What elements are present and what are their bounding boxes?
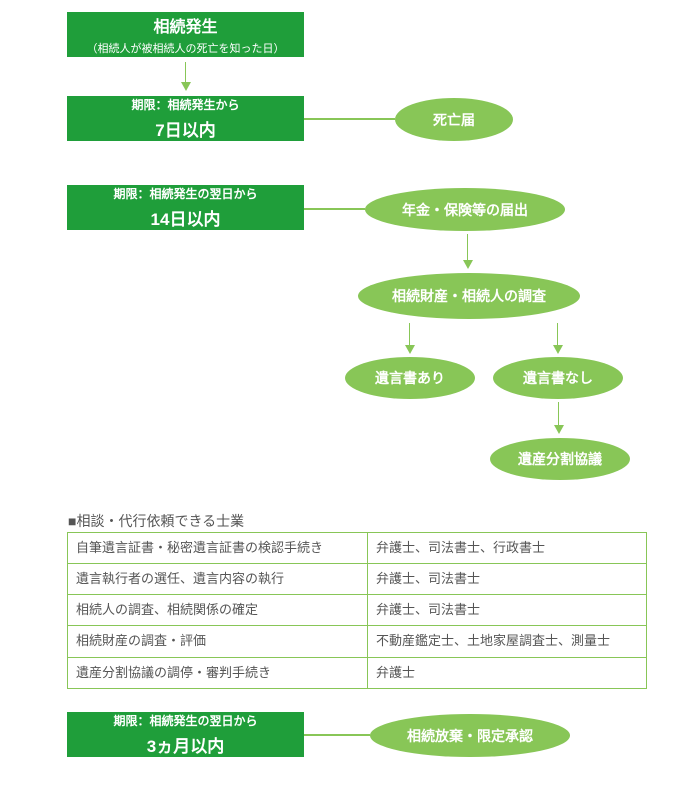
- flow-edge-arrow4: [553, 402, 565, 435]
- flow-edge-arrow2: [462, 234, 474, 270]
- deadline-value: 7日以内: [155, 116, 215, 141]
- table-cell: 相続人の調査、相続関係の確定: [68, 595, 368, 626]
- node-subtitle: （相続人が被相続人の死亡を知った日）: [87, 40, 285, 56]
- deadline-value: 14日以内: [151, 205, 221, 230]
- flow-edge-c2: [304, 208, 365, 210]
- table-cell: 自筆遺言証書・秘密遺言証書の検認手続き: [68, 533, 368, 564]
- deadline-value: 3ヵ月以内: [147, 732, 224, 757]
- flow-node-d7: 期限：相続発生から 7日以内: [67, 96, 304, 141]
- table-cell: 弁護士、司法書士: [368, 595, 647, 626]
- table-cell: 弁護士、司法書士: [368, 564, 647, 595]
- table-cell: 不動産鑑定士、土地家屋調査士、測量士: [368, 626, 647, 657]
- flow-node-e1: 死亡届: [395, 98, 513, 141]
- table-cell: 遺産分割協議の調停・審判手続き: [68, 657, 368, 688]
- table-row: 自筆遺言証書・秘密遺言証書の検認手続き弁護士、司法書士、行政書士: [68, 533, 647, 564]
- table-cell: 弁護士: [368, 657, 647, 688]
- flow-node-e7: 相続放棄・限定承認: [370, 714, 570, 757]
- flow-node-d14: 期限：相続発生の翌日から 14日以内: [67, 185, 304, 230]
- deadline-label: 期限：相続発生の翌日から: [113, 712, 257, 729]
- flow-node-e6: 遺産分割協議: [490, 438, 630, 480]
- experts-section-title: ■相談・代行依頼できる士業: [68, 511, 244, 531]
- flow-edge-c3: [304, 734, 370, 736]
- flow-edge-arrow3b: [552, 323, 564, 355]
- flow-node-d3m: 期限：相続発生の翌日から 3ヵ月以内: [67, 712, 304, 757]
- table-row: 遺言執行者の選任、遺言内容の執行弁護士、司法書士: [68, 564, 647, 595]
- flow-node-e4: 遺言書あり: [345, 357, 475, 399]
- deadline-label: 期限：相続発生の翌日から: [113, 185, 257, 202]
- node-title: 相続発生: [153, 13, 217, 37]
- table-row: 相続人の調査、相続関係の確定弁護士、司法書士: [68, 595, 647, 626]
- table-row: 相続財産の調査・評価不動産鑑定士、土地家屋調査士、測量士: [68, 626, 647, 657]
- flow-edge-arrow3a: [404, 323, 416, 355]
- flow-edge-c1: [304, 118, 395, 120]
- table-cell: 弁護士、司法書士、行政書士: [368, 533, 647, 564]
- table-row: 遺産分割協議の調停・審判手続き弁護士: [68, 657, 647, 688]
- flow-node-e5: 遺言書なし: [493, 357, 623, 399]
- flow-edge-arrow1: [180, 62, 192, 92]
- flow-node-start: 相続発生 （相続人が被相続人の死亡を知った日）: [67, 12, 304, 57]
- flow-node-e2: 年金・保険等の届出: [365, 188, 565, 231]
- flow-node-e3: 相続財産・相続人の調査: [358, 273, 580, 319]
- experts-table: 自筆遺言証書・秘密遺言証書の検認手続き弁護士、司法書士、行政書士遺言執行者の選任…: [67, 532, 647, 689]
- deadline-label: 期限：相続発生から: [131, 96, 239, 113]
- table-cell: 遺言執行者の選任、遺言内容の執行: [68, 564, 368, 595]
- table-cell: 相続財産の調査・評価: [68, 626, 368, 657]
